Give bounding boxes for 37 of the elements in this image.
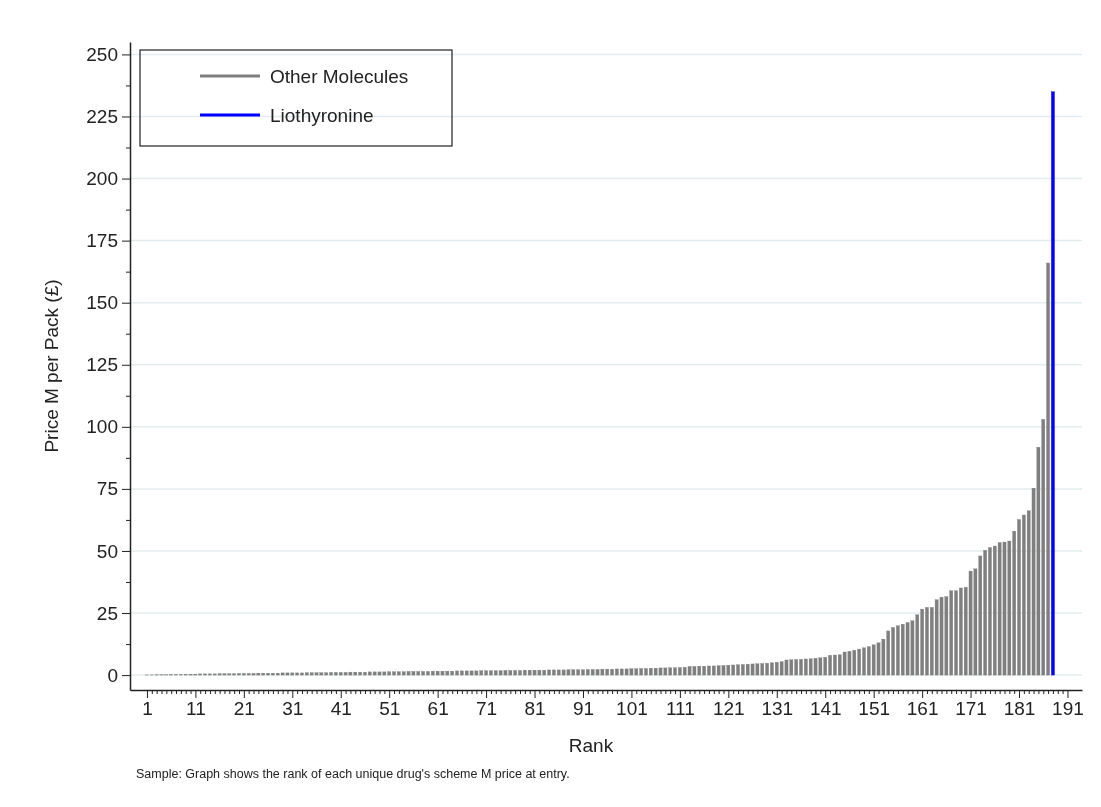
- x-tick-label: 61: [427, 698, 449, 720]
- x-tick-label: 11: [186, 698, 206, 720]
- x-tick-label: 151: [858, 698, 891, 720]
- y-tick-label: 100: [86, 416, 118, 438]
- x-tick-label: 101: [616, 698, 648, 720]
- x-tick-label: 41: [330, 698, 352, 720]
- legend-label: Liothyronine: [270, 105, 374, 126]
- text: Sample: Graph shows the rank of each unique drug's scheme M price at entry.: [136, 767, 570, 781]
- legend-label: Other Molecules: [270, 66, 409, 87]
- x-tick-label: 181: [1003, 698, 1036, 720]
- x-tick-label: 141: [809, 698, 842, 720]
- x-tick-label: 1: [142, 698, 153, 720]
- y-tick-label: 0: [107, 664, 118, 686]
- x-tick-label: 191: [1052, 698, 1084, 720]
- y-tick-label: 250: [86, 43, 118, 65]
- bar: [1051, 91, 1055, 676]
- x-tick-label: 171: [955, 698, 987, 720]
- y-tick-label: 175: [86, 230, 118, 252]
- x-tick-label: 51: [379, 698, 401, 720]
- x-tick-label: 91: [572, 698, 595, 720]
- x-tick-label: 111: [665, 698, 695, 720]
- y-tick-label: 50: [96, 540, 118, 562]
- y-tick-label: 200: [86, 168, 118, 190]
- y-tick-label: 225: [86, 106, 118, 128]
- x-tick-label: 161: [906, 698, 939, 720]
- y-axis-title: Price M per Pack (£): [41, 279, 62, 453]
- x-tick-label: 71: [476, 698, 498, 720]
- x-tick-label: 131: [761, 698, 794, 720]
- y-tick-label: 150: [86, 292, 118, 314]
- y-tick-label: 125: [86, 354, 118, 376]
- x-tick-label: 121: [712, 698, 745, 720]
- x-tick-label: 81: [524, 698, 546, 720]
- x-axis-title: Rank: [568, 735, 614, 756]
- y-tick-label: 75: [96, 478, 118, 500]
- y-tick-label: 25: [96, 602, 118, 624]
- x-tick-label: 31: [282, 698, 304, 720]
- x-tick-label: 21: [233, 698, 255, 720]
